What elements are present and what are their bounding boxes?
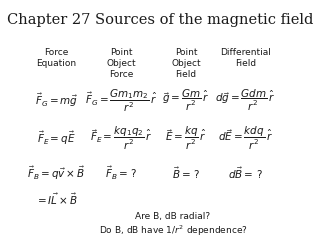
Text: Chapter 27 Sources of the magnetic field: Chapter 27 Sources of the magnetic field xyxy=(7,13,313,27)
Text: $d\vec{E} = \dfrac{kdq}{r^2}\,\hat{r}$: $d\vec{E} = \dfrac{kdq}{r^2}\,\hat{r}$ xyxy=(218,125,273,152)
Text: $d\vec{B} = \,?$: $d\vec{B} = \,?$ xyxy=(228,165,263,181)
Text: $\vec{g} = \dfrac{Gm}{r^2}\,\hat{r}$: $\vec{g} = \dfrac{Gm}{r^2}\,\hat{r}$ xyxy=(162,88,210,113)
Text: $= I\vec{L}\times\vec{B}$: $= I\vec{L}\times\vec{B}$ xyxy=(35,191,78,207)
Text: $\vec{F}_B = \,?$: $\vec{F}_B = \,?$ xyxy=(105,165,137,182)
Text: $\vec{E} = \dfrac{kq}{r^2}\,\hat{r}$: $\vec{E} = \dfrac{kq}{r^2}\,\hat{r}$ xyxy=(165,125,207,152)
Text: $\vec{B} = \,?$: $\vec{B} = \,?$ xyxy=(172,165,200,181)
Text: Force
Equation: Force Equation xyxy=(36,48,76,68)
Text: $\vec{F}_G = \dfrac{Gm_1 m_2}{r^2}\,\hat{r}$: $\vec{F}_G = \dfrac{Gm_1 m_2}{r^2}\,\hat… xyxy=(85,87,157,114)
Text: Differential
Field: Differential Field xyxy=(220,48,271,68)
Text: Point
Object
Field: Point Object Field xyxy=(171,48,201,79)
Text: Point
Object
Force: Point Object Force xyxy=(106,48,136,79)
Text: Do B, dB have 1/$r^2$ dependence?: Do B, dB have 1/$r^2$ dependence? xyxy=(99,223,247,238)
Text: $\vec{F}_B = q\vec{v}\times\vec{B}$: $\vec{F}_B = q\vec{v}\times\vec{B}$ xyxy=(28,164,85,182)
Text: $d\vec{g} = \dfrac{Gdm}{r^2}\,\hat{r}$: $d\vec{g} = \dfrac{Gdm}{r^2}\,\hat{r}$ xyxy=(215,88,276,113)
Text: $\vec{F}_G = m\vec{g}$: $\vec{F}_G = m\vec{g}$ xyxy=(35,92,78,109)
Text: Are B, dB radial?: Are B, dB radial? xyxy=(135,212,211,221)
Text: $\vec{F}_E = \dfrac{kq_1 q_2}{r^2}\,\hat{r}$: $\vec{F}_E = \dfrac{kq_1 q_2}{r^2}\,\hat… xyxy=(90,125,152,152)
Text: $\vec{F}_E = q\vec{E}$: $\vec{F}_E = q\vec{E}$ xyxy=(37,129,76,147)
